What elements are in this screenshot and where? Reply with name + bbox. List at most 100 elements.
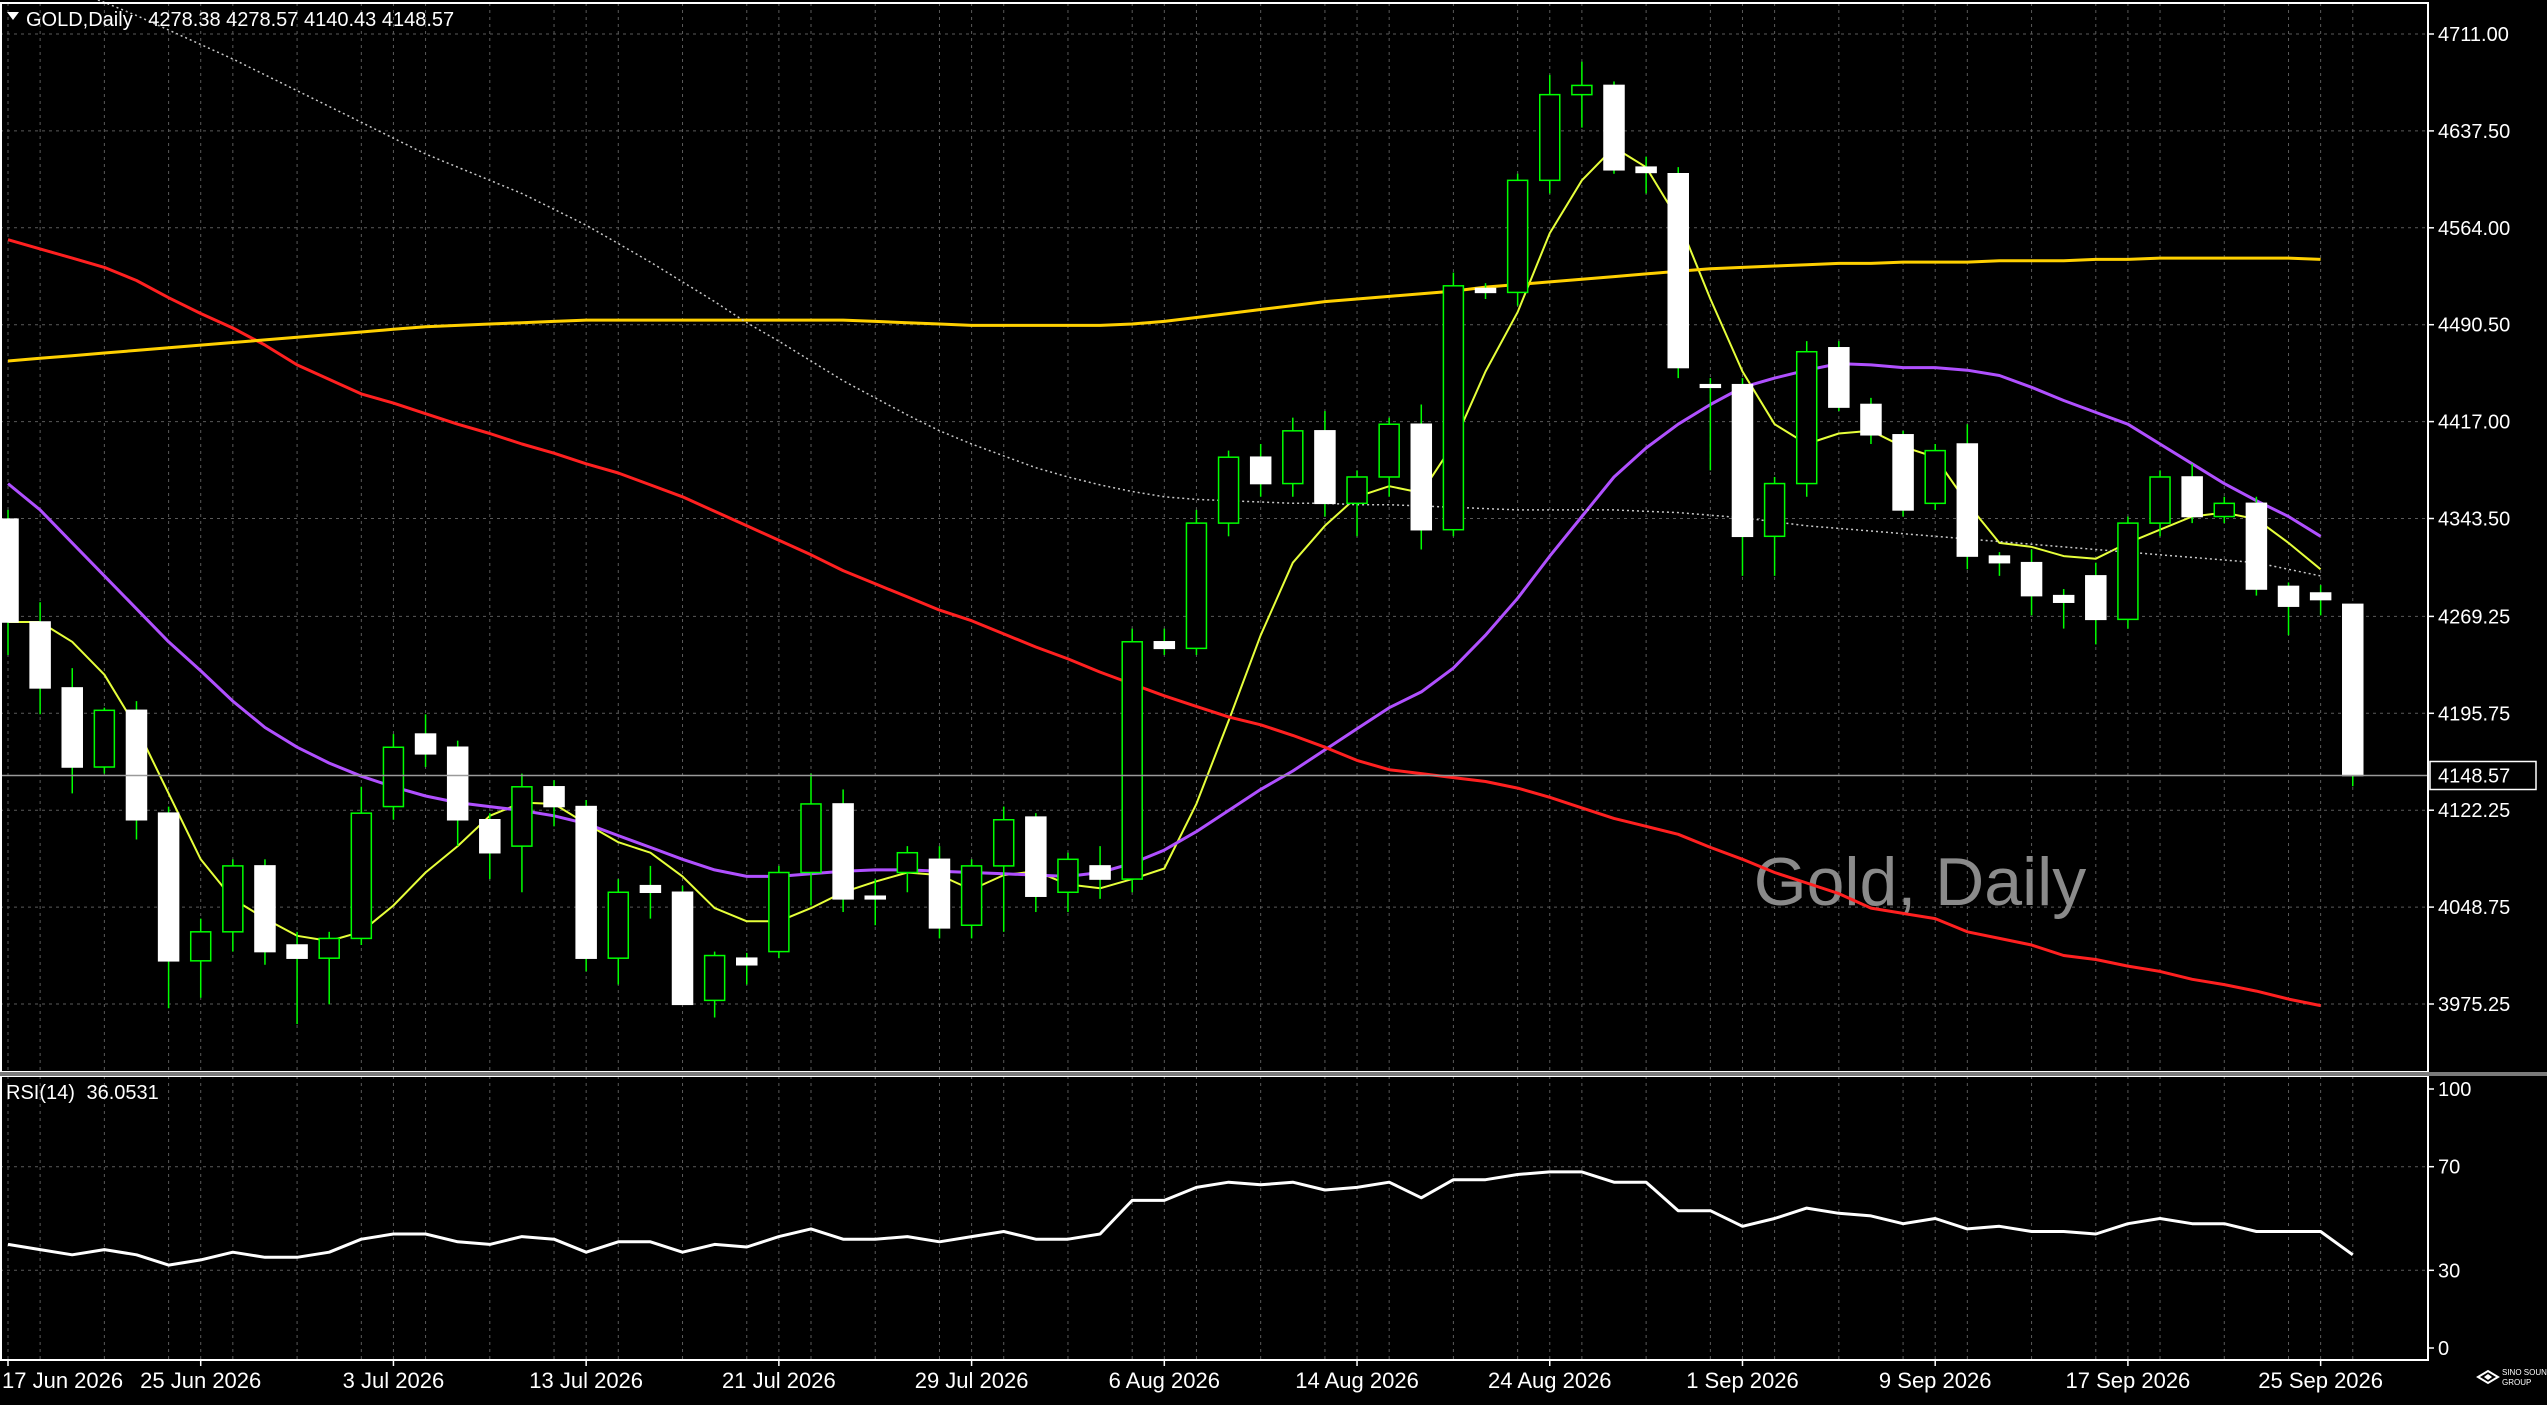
candle-body	[2052, 594, 2075, 603]
candlestick-layer	[0, 61, 2364, 1025]
price-tick-label: 4269.25	[2438, 606, 2510, 628]
date-tick-label: 25 Sep 2026	[2258, 1368, 2383, 1393]
candle	[1121, 628, 1143, 893]
moving-average-layer	[7, 0, 2322, 1008]
candle-body	[1924, 449, 1946, 505]
chart-ohlc: 4278.38 4278.57 4140.43 4148.57	[148, 9, 454, 31]
logo-icon: SINO SOUND GROUP	[2476, 1368, 2547, 1387]
candle	[2052, 589, 2075, 629]
candle-body	[1603, 84, 1625, 171]
candle-body	[1185, 522, 1208, 650]
candle	[1410, 404, 1433, 550]
candle-body	[1314, 430, 1336, 505]
candle	[2245, 496, 2268, 596]
candle-body	[768, 871, 790, 953]
date-tick-label: 21 Jul 2026	[722, 1368, 836, 1393]
candle-body	[543, 786, 565, 808]
candle-body	[1025, 816, 1047, 897]
candle-body	[0, 518, 19, 623]
candle-body	[1699, 383, 1722, 389]
candle	[1795, 341, 1818, 497]
candle	[1474, 283, 1497, 299]
candle	[125, 701, 148, 840]
date-tick-label: 14 Aug 2026	[1295, 1368, 1419, 1393]
last-price-tag: 4148.57	[2429, 760, 2537, 791]
date-tick-label: 24 Aug 2026	[1488, 1368, 1612, 1393]
candle-body	[960, 865, 983, 926]
candle-body	[318, 937, 340, 959]
candle	[1828, 341, 1850, 412]
candle	[382, 734, 405, 820]
candle-body	[896, 851, 919, 874]
candle-body	[1346, 476, 1368, 505]
candle-body	[511, 786, 533, 847]
date-tick-label: 6 Aug 2026	[1109, 1368, 1220, 1393]
dropdown-triangle-icon[interactable]	[7, 12, 19, 20]
candle	[1249, 444, 1272, 497]
candle-body	[157, 812, 180, 962]
candle-body	[1539, 93, 1561, 182]
candle	[1763, 476, 1786, 576]
candle-body	[189, 931, 212, 962]
candle	[2342, 603, 2364, 787]
rsi-tick-label: 100	[2438, 1079, 2471, 1101]
candle-body	[1860, 403, 1882, 436]
candle-body	[1795, 350, 1818, 485]
candle	[928, 846, 951, 939]
candle-body	[1571, 84, 1593, 96]
chart-header: GOLD,Daily 4278.38 4278.57 4140.43 4148.…	[6, 9, 454, 1104]
candle-body	[2277, 585, 2300, 607]
candle-body	[1282, 430, 1304, 485]
candle	[0, 509, 19, 655]
candle-body	[2181, 476, 2203, 518]
candle	[2181, 463, 2203, 524]
candle	[1025, 813, 1047, 913]
candle-body	[2309, 592, 2332, 601]
candle	[703, 951, 726, 1018]
candle-body	[832, 803, 854, 900]
rsi-tick-label: 70	[2438, 1157, 2460, 1179]
candle-body	[671, 891, 694, 1006]
candle-body	[992, 819, 1015, 867]
candle-body	[222, 865, 244, 933]
candle-body	[1635, 166, 1657, 174]
candle	[1346, 470, 1368, 537]
candle-body	[2149, 476, 2171, 524]
price-tick-label: 4122.25	[2438, 800, 2510, 822]
candle-body	[93, 709, 116, 768]
candle	[607, 879, 630, 985]
candle	[1378, 417, 1400, 497]
candle-body	[29, 621, 51, 689]
candle-body	[800, 803, 822, 874]
candle	[832, 789, 854, 913]
candle-body	[1121, 641, 1143, 880]
rsi-value: 36.0531	[86, 1082, 158, 1104]
candle-body	[2213, 502, 2236, 518]
candle-body	[254, 865, 276, 953]
candle	[1442, 272, 1465, 537]
candle	[254, 859, 276, 965]
candle	[1571, 61, 1593, 128]
candle	[1924, 444, 1946, 510]
ma_long-line	[7, 256, 2321, 363]
candle	[2117, 516, 2139, 629]
candle	[2085, 562, 2107, 645]
candle	[1892, 430, 1914, 517]
rsi-line	[7, 1170, 2354, 1267]
candle	[2020, 549, 2043, 616]
date-axis: 17 Jun 2026 25 Jun 2026 3 Jul 2026 13 Jul 2…	[2, 1360, 2383, 1393]
candle	[318, 931, 340, 1005]
candle	[864, 879, 886, 926]
rsi-tick-label: 30	[2438, 1260, 2460, 1282]
candle-body	[286, 944, 308, 959]
candle-body	[1089, 865, 1111, 880]
price-tick-label: 4417.00	[2438, 412, 2510, 434]
candle-body	[1057, 858, 1079, 894]
svg-text:GROUP: GROUP	[2502, 1378, 2531, 1387]
candle-body	[736, 957, 758, 966]
candle	[1988, 552, 2011, 576]
candle-body	[1956, 443, 1979, 557]
rsi-tick-label: 0	[2438, 1338, 2449, 1360]
